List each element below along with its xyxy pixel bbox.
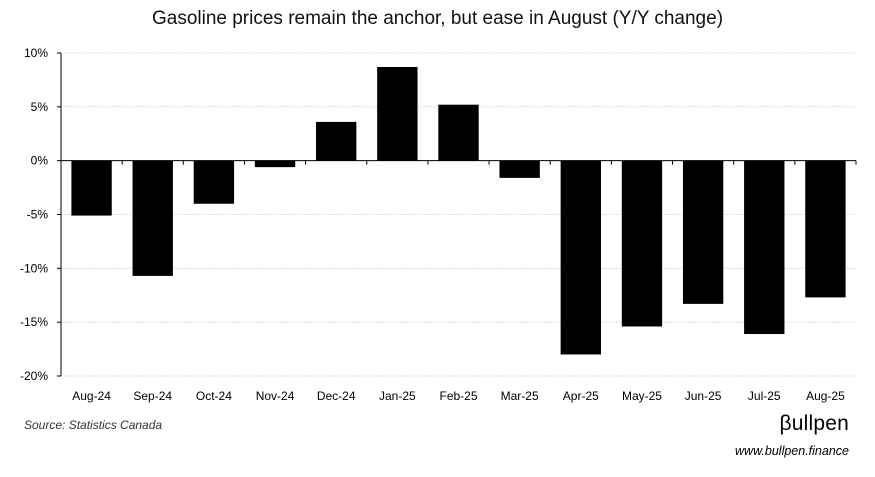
bar <box>132 160 173 276</box>
x-tick-label: Jan-25 <box>379 389 416 403</box>
y-tick-label: -5% <box>27 208 49 222</box>
brand-url: www.bullpen.finance <box>735 444 849 458</box>
y-tick-label: 5% <box>31 100 49 114</box>
x-tick-label: Sep-24 <box>133 389 172 403</box>
y-tick-label: 0% <box>31 154 49 168</box>
bar <box>744 160 785 335</box>
x-tick-label: Aug-24 <box>72 389 111 403</box>
bar <box>805 160 846 298</box>
bar <box>621 160 663 327</box>
x-tick-label: Dec-24 <box>317 389 356 403</box>
source-note: Source: Statistics Canada <box>24 418 163 432</box>
bar <box>499 160 540 178</box>
bar <box>377 66 418 161</box>
x-tick-label: Aug-25 <box>806 389 845 403</box>
x-tick-label: Feb-25 <box>439 389 477 403</box>
bar <box>193 160 235 204</box>
x-tick-label: Jun-25 <box>685 389 722 403</box>
tick-labels: 10% 5% 0% -5% -10% -15% -20% Aug-24 Sep-24 Oct-24… <box>20 46 845 403</box>
bar <box>254 160 296 168</box>
x-tick-label: Mar-25 <box>501 389 539 403</box>
y-tick-label: -15% <box>20 315 48 329</box>
gridlines <box>61 52 856 377</box>
bar <box>316 121 357 161</box>
chart-title: Gasoline prices remain the anchor, but e… <box>151 8 724 29</box>
bar <box>682 160 724 304</box>
axes <box>57 52 857 377</box>
y-tick-label: -20% <box>20 369 48 383</box>
x-tick-label: May-25 <box>622 389 662 403</box>
x-tick-label: Jul-25 <box>748 389 781 403</box>
bar <box>560 160 601 355</box>
x-tick-label: Oct-24 <box>196 389 232 403</box>
bar <box>438 104 479 161</box>
bar <box>71 160 112 216</box>
y-tick-label: 10% <box>24 46 48 60</box>
brand-logo: βullpen <box>779 412 849 435</box>
x-tick-label: Nov-24 <box>256 389 295 403</box>
bars <box>71 66 846 355</box>
y-tick-label: -10% <box>20 261 48 275</box>
x-tick-label: Apr-25 <box>563 389 599 403</box>
